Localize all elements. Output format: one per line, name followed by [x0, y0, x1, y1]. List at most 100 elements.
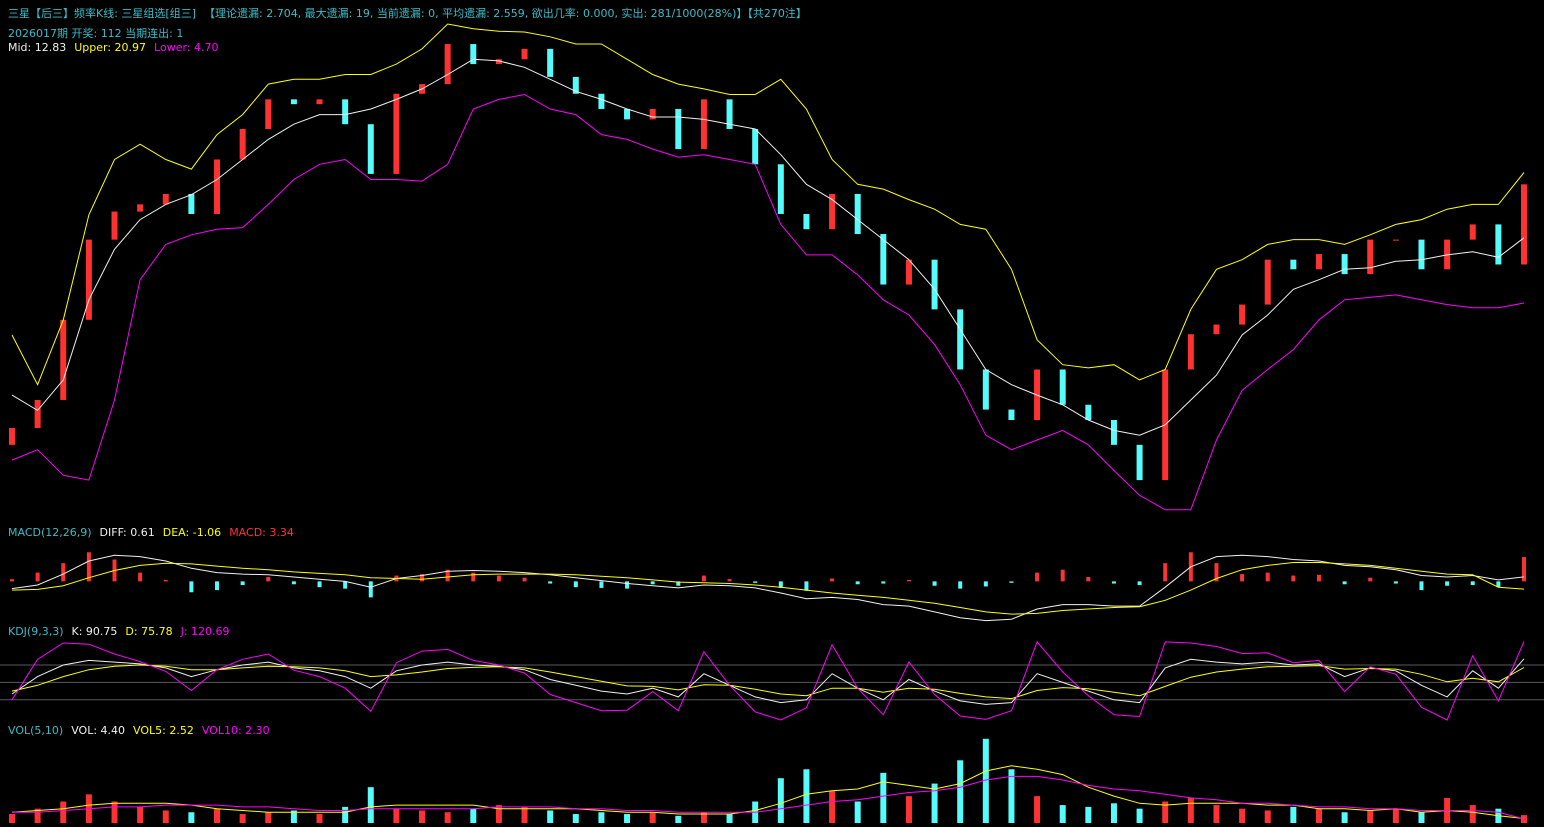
- bar: [727, 579, 732, 582]
- bar: [1315, 808, 1322, 823]
- bar: [1469, 805, 1476, 823]
- bar: [1163, 563, 1168, 582]
- bar: [726, 814, 733, 823]
- candle-body: [1264, 259, 1271, 305]
- issue-row: 2026017期 开奖: 112 当期连出: 1: [8, 25, 191, 41]
- bar: [1522, 557, 1526, 582]
- candle-body: [1008, 409, 1015, 420]
- bar: [777, 778, 784, 823]
- bar: [60, 801, 67, 823]
- legend-entry: Upper: 20.97: [74, 41, 147, 54]
- bar: [1162, 801, 1169, 823]
- bar: [367, 787, 374, 823]
- bar: [471, 572, 476, 582]
- series-line: [11, 765, 1525, 819]
- candle-body: [1469, 224, 1476, 240]
- bar: [855, 581, 860, 585]
- legend-entry: Lower: 4.70: [154, 41, 219, 54]
- candle-body: [60, 319, 67, 400]
- bar: [1059, 805, 1066, 823]
- bar: [34, 808, 41, 823]
- bar: [957, 760, 964, 823]
- legend-entry: MACD: 3.34: [229, 526, 294, 539]
- candle-body: [137, 204, 144, 212]
- candle-body: [393, 93, 400, 174]
- candle-body: [34, 399, 41, 429]
- bar: [649, 812, 656, 823]
- legend-entry: DIFF: 0.61: [99, 526, 155, 539]
- panel-title: MACD(12,26,9): [8, 526, 92, 539]
- bar: [778, 581, 783, 588]
- bar: [1035, 572, 1040, 582]
- bar: [445, 569, 450, 582]
- bar: [495, 805, 502, 823]
- bar: [905, 796, 912, 823]
- bar: [393, 808, 400, 823]
- panel-title: VOL(5,10): [8, 724, 64, 737]
- candle-body: [85, 239, 92, 320]
- bar: [676, 581, 681, 586]
- series-line: [11, 664, 1525, 700]
- bar: [521, 806, 528, 823]
- bar: [1367, 810, 1374, 823]
- candle-body: [803, 213, 810, 230]
- bar: [444, 812, 451, 823]
- series-line: [11, 93, 1525, 511]
- bar: [1008, 769, 1015, 823]
- candle-body: [1059, 369, 1066, 405]
- legend: VOL(5,10) VOL: 4.40 VOL5: 2.52 VOL10: 2.30: [8, 724, 278, 737]
- candle-body: [367, 124, 374, 174]
- bar: [290, 810, 297, 823]
- bar: [368, 581, 373, 598]
- series-line: [12, 775, 1525, 820]
- bar: [189, 581, 194, 593]
- bar: [265, 812, 272, 823]
- bar: [61, 563, 66, 582]
- candle-body: [1213, 324, 1220, 335]
- candle-body: [700, 99, 707, 150]
- bar: [1085, 806, 1092, 823]
- legend-entry: VOL10: 2.30: [201, 724, 270, 737]
- bar: [1110, 803, 1117, 823]
- candle-body: [1187, 334, 1194, 370]
- legend-entry: D: 75.78: [125, 625, 173, 638]
- candle-body: [1367, 239, 1374, 275]
- candle-body: [1418, 239, 1425, 270]
- bar: [1060, 569, 1065, 582]
- bar: [239, 814, 246, 823]
- bar: [625, 581, 630, 589]
- title: 三星【后三】频率K线: 三星组选[组三]: [8, 7, 196, 20]
- candle-body: [649, 108, 656, 120]
- candle-body: [905, 259, 912, 285]
- legend-entry: K: 90.75: [71, 625, 118, 638]
- bar: [700, 812, 707, 823]
- bar: [1239, 808, 1246, 823]
- bar: [599, 581, 604, 588]
- bar: [701, 575, 706, 582]
- legend: MACD(12,26,9) DIFF: 0.61 DEA: -1.06 MACD: 3…: [8, 526, 302, 539]
- bar: [266, 577, 271, 582]
- bar: [496, 575, 501, 582]
- candle-body: [1495, 224, 1502, 265]
- candle-body: [726, 99, 733, 130]
- candle-body: [444, 44, 451, 85]
- candle-body: [1239, 304, 1246, 325]
- bar: [215, 581, 220, 591]
- candle-body: [777, 164, 784, 214]
- candle-body: [982, 369, 989, 410]
- bar: [1290, 806, 1297, 823]
- bar: [1009, 581, 1014, 583]
- legend-entry: VOL: 4.40: [71, 724, 126, 737]
- candle-body: [1392, 239, 1399, 241]
- bar: [1470, 581, 1475, 585]
- panel-title: KDJ(9,3,3): [8, 625, 64, 638]
- bar: [291, 581, 296, 585]
- bar: [854, 801, 861, 823]
- candle-body: [214, 159, 221, 214]
- bar: [86, 552, 91, 582]
- bar: [572, 814, 579, 823]
- bar: [1213, 805, 1220, 823]
- bar: [1034, 796, 1041, 823]
- candle-body: [829, 193, 836, 230]
